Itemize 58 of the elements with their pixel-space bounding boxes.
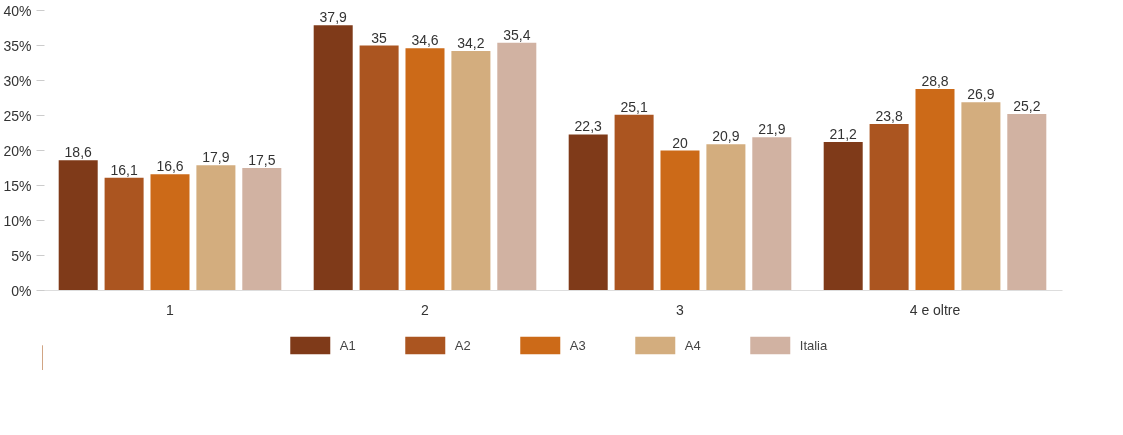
data-label: 25,2 — [1013, 98, 1041, 115]
y-tick-label: 0% — [11, 282, 32, 299]
y-tick-label: 15% — [3, 177, 32, 194]
data-label: 17,9 — [202, 149, 230, 166]
legend-label: A2 — [454, 337, 472, 353]
bar — [313, 25, 353, 291]
data-label: 25,1 — [620, 98, 648, 115]
data-label: 28,8 — [921, 72, 949, 89]
y-tick-label: 30% — [3, 72, 32, 89]
bar — [961, 102, 1001, 291]
data-label: 17,5 — [248, 152, 276, 168]
bar — [150, 174, 190, 291]
legend-label: A3 — [569, 337, 587, 353]
bar — [58, 160, 98, 291]
bar — [405, 48, 445, 291]
bar — [451, 51, 491, 291]
y-tick-label: 35% — [3, 37, 32, 54]
bar — [915, 88, 955, 291]
x-tick-label: 3 — [676, 301, 685, 318]
y-tick-label: 10% — [3, 212, 32, 229]
bar — [752, 137, 792, 291]
data-label: 22,3 — [574, 118, 603, 135]
data-label: 20 — [672, 134, 688, 151]
data-label: 16,6 — [156, 158, 184, 175]
bar — [568, 134, 608, 291]
y-tick-label: 25% — [3, 107, 32, 124]
legend-label: A4 — [684, 337, 702, 353]
y-tick-label: 5% — [11, 247, 32, 264]
x-tick-label: 2 — [421, 301, 430, 318]
data-label: 37,9 — [319, 9, 348, 26]
y-tick-label: 20% — [3, 142, 32, 159]
data-label: 34,2 — [457, 35, 485, 52]
data-label: 35,4 — [503, 26, 531, 43]
bar — [823, 142, 863, 291]
data-label: 16,1 — [110, 161, 138, 178]
bar — [1007, 114, 1047, 291]
x-tick-label: 4 e oltre — [909, 301, 961, 318]
bar — [660, 150, 700, 291]
bar — [104, 177, 144, 291]
data-label: 26,9 — [967, 86, 995, 103]
y-tick-label: 40% — [3, 2, 32, 19]
data-label: 23,8 — [875, 107, 903, 124]
bar — [614, 114, 654, 291]
bar — [869, 123, 909, 291]
data-label: 21,2 — [829, 126, 858, 143]
bar — [196, 165, 236, 291]
bar — [706, 144, 746, 291]
data-label: 18,6 — [64, 144, 93, 161]
data-label: 34,6 — [411, 32, 439, 49]
bar — [497, 42, 537, 291]
data-label: 20,9 — [712, 128, 740, 145]
legend-label: A1 — [339, 337, 357, 353]
bar — [359, 45, 399, 291]
bar — [242, 168, 282, 291]
data-label: 35 — [371, 29, 388, 46]
data-label: 21,9 — [758, 121, 786, 138]
legend-label: Italia — [799, 337, 828, 353]
x-tick-label: 1 — [166, 301, 175, 318]
